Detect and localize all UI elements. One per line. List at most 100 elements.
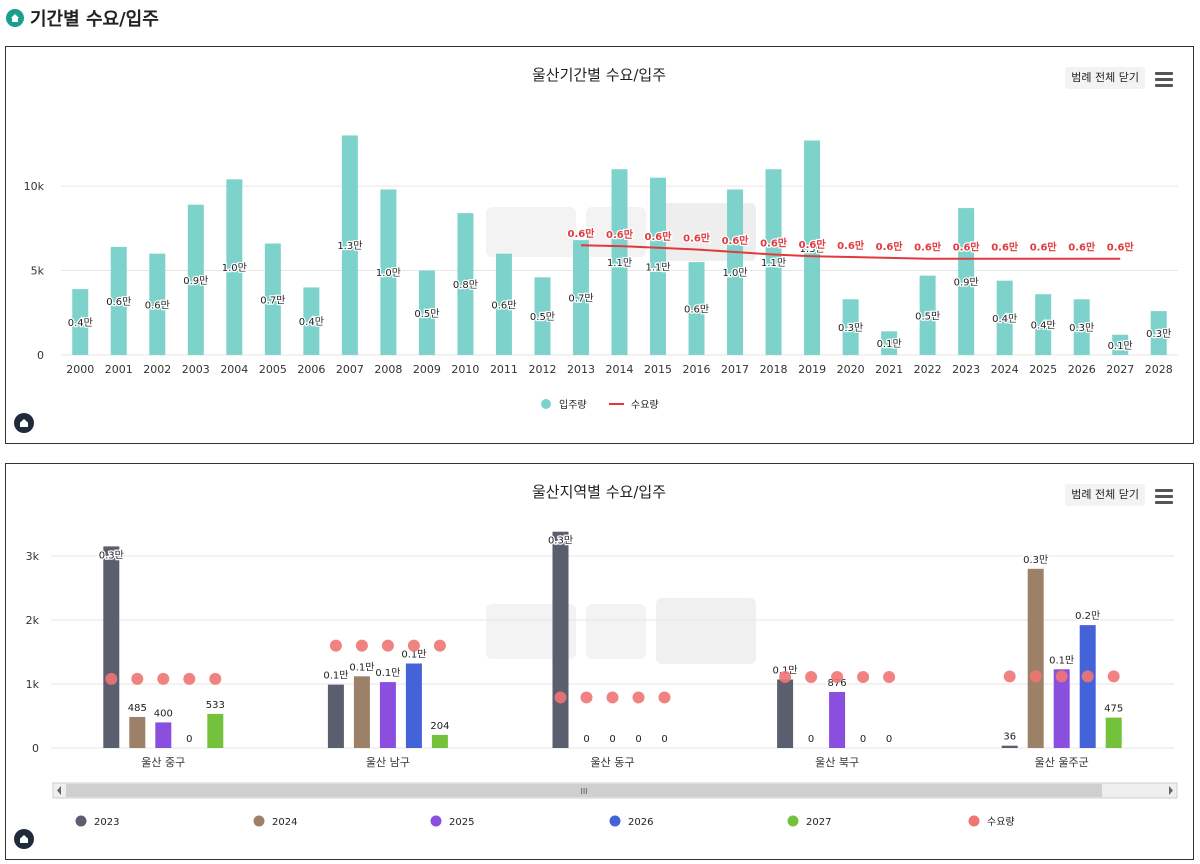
x-tick-label: 울산 울주군 xyxy=(1035,756,1089,769)
demand-point xyxy=(658,691,671,704)
chart-title: 울산기간별 수요/입주 xyxy=(532,66,666,84)
bar-data-label: 1.1만 xyxy=(645,261,670,273)
chart-menu-icon[interactable] xyxy=(1155,489,1173,505)
bar-supply xyxy=(1112,334,1129,355)
bar-data-label: 0.9만 xyxy=(183,275,208,287)
demand-point xyxy=(329,639,342,652)
bar-2027 xyxy=(207,713,224,748)
bar-supply xyxy=(804,140,821,355)
x-tick-label: 2013 xyxy=(567,363,595,376)
bar-2026 xyxy=(405,663,422,748)
x-tick-label: 울산 북구 xyxy=(815,756,859,769)
y-tick-label: 0 xyxy=(37,349,44,362)
bar-supply xyxy=(1035,294,1052,355)
bar-data-label: 36 xyxy=(1003,732,1016,743)
x-tick-label: 울산 중구 xyxy=(141,756,185,769)
bar-2025 xyxy=(1053,669,1070,748)
legend-toggle-button[interactable]: 범례 전체 닫기 xyxy=(1065,484,1145,506)
bar-supply xyxy=(842,299,859,355)
bar-data-label: 1.3만 xyxy=(800,243,825,255)
line-data-label: 0.6만 xyxy=(837,239,865,252)
x-tick-label: 2024 xyxy=(991,363,1019,376)
bar-data-label: 0.8만 xyxy=(453,279,478,291)
bar-data-label: 1.1만 xyxy=(761,257,786,269)
bar-2023 xyxy=(103,546,120,748)
demand-point xyxy=(1003,670,1016,683)
legend-toggle-button[interactable]: 범례 전체 닫기 xyxy=(1065,67,1145,89)
x-tick-label: 2016 xyxy=(683,363,711,376)
bar-data-label: 0 xyxy=(609,734,615,745)
bar-data-label: 204 xyxy=(430,721,449,732)
line-data-label: 0.6만 xyxy=(953,241,981,254)
bar-data-label: 0.3만 xyxy=(1023,554,1048,566)
bar-data-label: 0.3만 xyxy=(1146,328,1171,340)
demand-point xyxy=(131,672,144,685)
bar-data-label: 533 xyxy=(206,700,225,711)
bar-supply xyxy=(303,287,320,355)
demand-point xyxy=(606,691,619,704)
bar-data-label: 0.1만 xyxy=(877,338,902,350)
scroll-left-icon xyxy=(57,786,61,795)
home-icon xyxy=(6,9,24,27)
bar-data-label: 0.4만 xyxy=(299,316,324,328)
bar-2024 xyxy=(1027,568,1044,748)
bar-2027 xyxy=(1105,717,1122,748)
bar-2024 xyxy=(129,716,146,748)
bar-data-label: 0.3만 xyxy=(838,322,863,334)
line-data-label: 0.6만 xyxy=(914,241,942,254)
bar-data-label: 1.1만 xyxy=(607,257,632,269)
bar-data-label: 0.5만 xyxy=(915,310,940,322)
bar-data-label: 0.1만 xyxy=(1049,654,1074,666)
line-data-label: 0.6만 xyxy=(645,230,673,243)
bar-2025 xyxy=(379,682,396,748)
brand-logo-icon xyxy=(14,829,34,849)
legend-label: 2027 xyxy=(806,817,831,828)
x-tick-label: 2003 xyxy=(182,363,210,376)
demand-point xyxy=(857,670,870,683)
bar-data-label: 0.4만 xyxy=(992,313,1017,325)
x-tick-label: 2002 xyxy=(143,363,171,376)
bar-data-label: 0.6만 xyxy=(684,304,709,316)
bar-supply xyxy=(187,204,204,355)
bar-2026 xyxy=(1079,625,1096,748)
page-header: 기간별 수요/입주 xyxy=(6,4,159,32)
x-tick-label: 2019 xyxy=(798,363,826,376)
bar-data-label: 0.5만 xyxy=(414,308,439,320)
bar-data-label: 0 xyxy=(886,734,892,745)
x-tick-label: 2011 xyxy=(490,363,518,376)
legend-marker xyxy=(541,399,551,409)
bar-data-label: 1.0만 xyxy=(722,267,747,279)
bar-data-label: 0.4만 xyxy=(68,317,93,329)
bar-data-label: 0.7만 xyxy=(260,294,285,306)
period-chart: 울산기간별 수요/입주 0 5k 10k 0.4만 0.6만 0.6만 0.9만 1.0만 0.7… xyxy=(24,66,1178,411)
scrollbar-thumb xyxy=(66,784,1102,797)
demand-point xyxy=(433,639,446,652)
bar-supply xyxy=(650,177,667,355)
bar-supply xyxy=(958,208,975,355)
y-tick-label: 2k xyxy=(26,614,40,627)
bar-2027 xyxy=(431,734,448,748)
page-title: 기간별 수요/입주 xyxy=(30,9,159,30)
bar-data-label: 0.6만 xyxy=(491,299,516,311)
chart-menu-icon[interactable] xyxy=(1155,72,1173,88)
bar-data-label: 0 xyxy=(860,734,866,745)
bar-data-label: 0.6만 xyxy=(106,296,131,308)
bar-2023 xyxy=(327,684,344,748)
x-tick-label: 울산 동구 xyxy=(591,756,635,769)
bar-data-label: 0.7만 xyxy=(568,293,593,305)
bar-data-label: 0.1만 xyxy=(1108,340,1133,352)
line-data-label: 0.6만 xyxy=(1030,241,1058,254)
scrollbar-grip: III xyxy=(580,787,587,796)
region-chart: 울산지역별 수요/입주 0 1k 2k 3k 0.3만 0.1만 0.3만 0.1만 36 485 0… xyxy=(26,483,1178,828)
x-tick-label: 2021 xyxy=(875,363,903,376)
bar-supply xyxy=(495,253,512,355)
x-tick-label: 2008 xyxy=(374,363,402,376)
bar-data-label: 0.1만 xyxy=(401,649,426,661)
y-tick-label: 3k xyxy=(26,550,40,563)
brand-logo-icon xyxy=(14,413,34,433)
legend-marker xyxy=(609,815,621,827)
bar-data-label: 1.0만 xyxy=(376,267,401,279)
demand-point xyxy=(209,672,222,685)
y-tick-label: 0 xyxy=(32,742,39,755)
x-tick-label: 2004 xyxy=(220,363,248,376)
